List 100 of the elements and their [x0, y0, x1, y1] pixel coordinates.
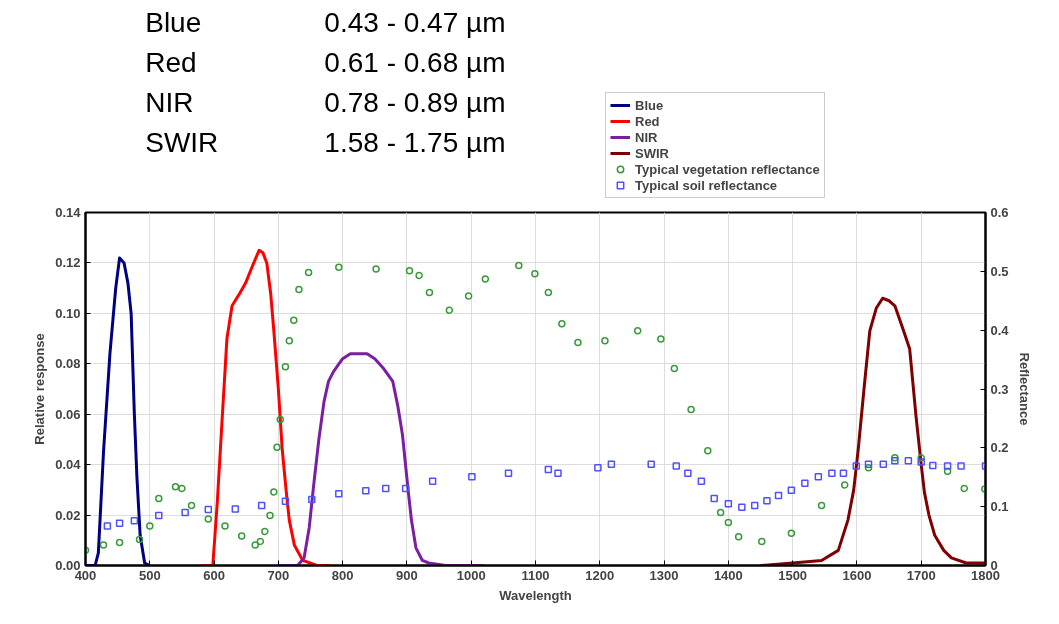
point — [425, 288, 434, 297]
point — [99, 541, 108, 549]
point — [558, 319, 566, 328]
point — [181, 508, 189, 517]
point — [957, 462, 965, 470]
point — [657, 335, 665, 343]
point — [130, 517, 139, 525]
y-tick-label: 0.14 — [55, 205, 82, 220]
line-series — [759, 296, 986, 566]
point — [372, 265, 380, 273]
point — [251, 541, 259, 549]
point — [308, 495, 316, 504]
point — [852, 462, 861, 470]
point — [839, 469, 848, 477]
point — [155, 494, 163, 503]
point — [276, 415, 285, 424]
y-tick-label: 0.04 — [55, 457, 82, 473]
point — [684, 469, 692, 477]
point — [155, 511, 163, 520]
legend-label: Blue — [635, 97, 664, 113]
point — [734, 532, 743, 541]
x-tick-label: 800 — [331, 567, 354, 583]
x-tick-label: 1400 — [713, 567, 743, 583]
x-axis-title: Wavelength — [499, 587, 572, 603]
x-tick-label: 1100 — [521, 567, 550, 583]
point — [445, 306, 454, 314]
point — [697, 477, 706, 486]
point — [828, 469, 836, 477]
point — [135, 535, 144, 544]
point — [670, 364, 679, 373]
point — [724, 518, 733, 527]
point — [266, 511, 274, 520]
point — [801, 479, 809, 487]
point — [724, 499, 733, 508]
point — [281, 497, 290, 506]
point — [115, 538, 124, 547]
point — [237, 532, 246, 540]
point — [204, 505, 213, 514]
point — [601, 337, 609, 345]
point — [774, 491, 783, 500]
legend-label: Red — [635, 113, 660, 129]
point — [178, 484, 186, 493]
point — [401, 484, 410, 493]
point — [544, 288, 553, 297]
point — [273, 443, 281, 451]
text: Red 0.61 - 0.68 µm — [145, 47, 506, 78]
point — [814, 472, 823, 481]
point — [864, 460, 873, 469]
point — [943, 462, 952, 470]
point — [187, 501, 196, 510]
point — [607, 460, 616, 469]
point — [270, 488, 278, 496]
y2-tick-label: 0.6 — [990, 205, 1009, 220]
legend-label: Typical soil reflectance — [635, 177, 778, 193]
point — [544, 465, 553, 474]
point — [716, 508, 725, 517]
point — [146, 522, 154, 530]
point — [758, 537, 766, 546]
point — [204, 515, 213, 523]
point — [594, 464, 602, 472]
point — [960, 484, 969, 493]
point — [515, 261, 523, 270]
point — [704, 447, 712, 455]
point — [763, 497, 771, 505]
point — [904, 457, 913, 465]
point — [943, 467, 952, 476]
x-tick-label: 500 — [138, 567, 161, 583]
point — [554, 469, 562, 477]
y-tick-label: 0.02 — [55, 507, 81, 523]
point — [687, 405, 695, 414]
point — [335, 489, 343, 498]
point — [464, 292, 473, 300]
point — [381, 484, 390, 493]
point — [231, 505, 240, 513]
point — [750, 501, 759, 510]
point — [103, 522, 112, 530]
point — [468, 472, 476, 481]
point — [864, 464, 873, 472]
legend-label: SWIR — [635, 145, 669, 161]
point — [295, 285, 303, 294]
point — [281, 362, 290, 371]
y2-tick-label: 0.3 — [990, 381, 1009, 397]
y2-tick-label: 0.4 — [990, 322, 1010, 338]
text: Blue 0.43 - 0.47 µm — [145, 7, 506, 38]
line-series — [276, 352, 486, 566]
point — [405, 267, 414, 275]
x-tick-label: 1200 — [585, 567, 615, 583]
point — [261, 527, 269, 536]
x-tick-label: 1500 — [778, 567, 808, 583]
point — [917, 454, 925, 462]
point — [256, 537, 265, 546]
point — [171, 482, 180, 491]
y-tick-label: 0.08 — [55, 356, 81, 372]
y-tick-label: 0.06 — [55, 406, 81, 422]
point — [574, 338, 582, 347]
y2-axis-title: Reflectance — [1016, 352, 1032, 426]
x-tick-label: 1700 — [906, 567, 936, 583]
line-series — [199, 248, 332, 566]
x-tick-label: 900 — [396, 567, 418, 583]
point — [115, 519, 124, 527]
